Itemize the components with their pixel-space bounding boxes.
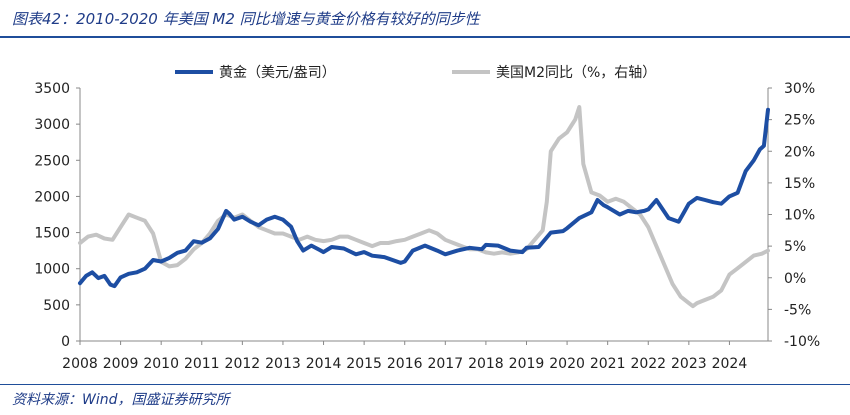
x-tick-label: 2021 bbox=[590, 356, 626, 372]
left-axis-ticks: 0 500 1000 1500 2000 2500 3000 3500 bbox=[34, 81, 80, 350]
x-tick-label: 2015 bbox=[346, 356, 382, 372]
right-tick-label: 30% bbox=[784, 81, 815, 97]
source-note: 资料来源：Wind，国盛证券研究所 bbox=[12, 392, 230, 408]
x-tick-label: 2022 bbox=[630, 356, 666, 372]
right-tick-label: 15% bbox=[784, 176, 815, 192]
x-tick-label: 2008 bbox=[62, 356, 98, 372]
x-tick-label: 2023 bbox=[671, 356, 707, 372]
left-tick-label: 2000 bbox=[34, 189, 70, 205]
bottom-rule bbox=[0, 384, 850, 385]
left-tick-label: 3000 bbox=[34, 117, 70, 133]
right-tick-label: -10% bbox=[784, 334, 820, 350]
right-tick-label: 10% bbox=[784, 208, 815, 224]
left-tick-label: 1500 bbox=[34, 226, 70, 242]
gold-series-line bbox=[78, 107, 770, 289]
figure-title: 图表42：2010-2020 年美国 M2 同比增速与黄金价格有较好的同步性 bbox=[12, 10, 480, 28]
left-tick-label: 3500 bbox=[34, 81, 70, 97]
legend: 黄金（美元/盎司） 美国M2同比（%，右轴） bbox=[175, 64, 656, 81]
right-tick-label: -5% bbox=[784, 302, 811, 318]
x-tick-label: 2016 bbox=[387, 356, 423, 372]
right-tick-label: 25% bbox=[784, 113, 815, 129]
x-tick-label: 2011 bbox=[184, 356, 220, 372]
left-tick-label: 500 bbox=[43, 298, 70, 314]
x-tick-label: 2013 bbox=[265, 356, 301, 372]
right-tick-label: 20% bbox=[784, 144, 815, 160]
x-tick-label: 2012 bbox=[225, 356, 261, 372]
x-tick-label: 2014 bbox=[306, 356, 342, 372]
legend-label-gold: 黄金（美元/盎司） bbox=[219, 64, 336, 81]
x-tick-label: 2009 bbox=[103, 356, 139, 372]
x-tick-label: 2017 bbox=[427, 356, 463, 372]
x-tick-label: 2019 bbox=[509, 356, 545, 372]
left-tick-label: 2500 bbox=[34, 153, 70, 169]
right-tick-label: 0% bbox=[784, 271, 806, 287]
left-tick-label: 0 bbox=[61, 334, 70, 350]
x-tick-label: 2024 bbox=[712, 356, 748, 372]
right-tick-label: 5% bbox=[784, 239, 806, 255]
x-tick-label: 2020 bbox=[549, 356, 585, 372]
right-axis-ticks: -10% -5% 0% 5% 10% 15% 20% 25% 30% bbox=[768, 81, 820, 350]
top-rule bbox=[0, 36, 850, 38]
m2-series-line bbox=[78, 105, 770, 309]
x-axis-ticks: 2008 2009 2010 2011 2012 2013 2014 2015 2016 2017… bbox=[62, 341, 747, 372]
x-tick-label: 2010 bbox=[143, 356, 179, 372]
legend-label-m2: 美国M2同比（%，右轴） bbox=[496, 65, 656, 81]
chart: 0 500 1000 1500 2000 2500 3000 3500 -10% -5% 0% 5%… bbox=[34, 64, 820, 372]
x-tick-label: 2018 bbox=[468, 356, 504, 372]
left-tick-label: 1000 bbox=[34, 262, 70, 278]
